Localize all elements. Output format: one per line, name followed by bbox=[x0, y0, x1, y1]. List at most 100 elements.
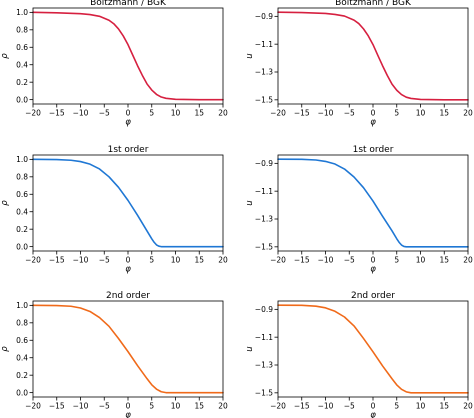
y-tick-label: 0.4 bbox=[16, 207, 28, 216]
x-tick-label: 15 bbox=[194, 109, 204, 118]
y-tick-label: 0.8 bbox=[16, 173, 28, 182]
x-tick-label: −10 bbox=[318, 402, 334, 411]
x-tick-label: 20 bbox=[218, 402, 228, 411]
y-tick-label: −0.9 bbox=[255, 159, 273, 168]
y-tick-label: −1.5 bbox=[255, 96, 273, 105]
y-tick-label: −1.1 bbox=[255, 333, 273, 342]
x-tick-label: −20 bbox=[270, 402, 286, 411]
x-tick-label: 15 bbox=[439, 109, 449, 118]
chart-title: Boltzmann / BGK bbox=[335, 0, 412, 8]
x-tick-label: −15 bbox=[294, 109, 310, 118]
x-tick-label: 0 bbox=[371, 109, 376, 118]
chart-title: 1st order bbox=[353, 145, 394, 155]
y-axis-label: u bbox=[245, 200, 255, 205]
y-tick-label: 0.2 bbox=[16, 371, 28, 380]
series-line bbox=[32, 158, 224, 248]
y-tick-label: 1.0 bbox=[16, 8, 28, 17]
x-axis-label: φ bbox=[125, 118, 131, 128]
x-tick-label: −10 bbox=[318, 256, 334, 265]
x-tick-label: 15 bbox=[439, 402, 449, 411]
y-tick-label: 0.4 bbox=[16, 353, 28, 362]
series-line bbox=[32, 304, 224, 394]
x-axis-label: φ bbox=[370, 411, 376, 418]
y-tick-label: −1.5 bbox=[255, 389, 273, 398]
x-tick-label: −5 bbox=[344, 256, 355, 265]
x-tick-label: −10 bbox=[73, 109, 89, 118]
series-line bbox=[277, 158, 469, 248]
chart-panel: Boltzmann / BGK −20 −15 −10 −5 0 5 10 15 20 −1.5 −1… bbox=[245, 0, 473, 128]
y-axis-label: ρ bbox=[0, 200, 10, 206]
x-tick-label: −5 bbox=[99, 109, 110, 118]
x-tick-label: 20 bbox=[463, 402, 473, 411]
x-tick-label: 20 bbox=[218, 109, 228, 118]
x-tick-label: 0 bbox=[371, 402, 376, 411]
x-tick-label: 20 bbox=[463, 256, 473, 265]
y-tick-label: −1.5 bbox=[255, 243, 273, 252]
y-tick-label: 0.6 bbox=[16, 336, 28, 345]
x-tick-label: 10 bbox=[171, 109, 181, 118]
x-tick-label: 5 bbox=[394, 256, 399, 265]
x-tick-label: 0 bbox=[371, 256, 376, 265]
x-axis-label: φ bbox=[370, 118, 376, 128]
x-tick-label: −5 bbox=[99, 402, 110, 411]
x-tick-label: 5 bbox=[394, 402, 399, 411]
x-tick-label: −15 bbox=[49, 402, 65, 411]
y-tick-label: 0.0 bbox=[16, 388, 28, 397]
x-tick-label: 5 bbox=[149, 402, 154, 411]
x-tick-label: 10 bbox=[171, 256, 181, 265]
y-tick-label: −1.3 bbox=[255, 68, 273, 77]
x-tick-label: −15 bbox=[49, 256, 65, 265]
x-tick-label: 5 bbox=[149, 256, 154, 265]
y-tick-label: 0.6 bbox=[16, 43, 28, 52]
y-tick-label: −1.3 bbox=[255, 215, 273, 224]
x-tick-label: 10 bbox=[416, 402, 426, 411]
x-tick-label: −15 bbox=[294, 402, 310, 411]
y-tick-label: 0.0 bbox=[16, 95, 28, 104]
axes-frame bbox=[32, 7, 224, 105]
x-tick-label: 10 bbox=[416, 109, 426, 118]
y-axis-label: ρ bbox=[0, 346, 10, 352]
y-tick-label: −1.3 bbox=[255, 361, 273, 370]
x-tick-label: −5 bbox=[344, 402, 355, 411]
y-axis-label: ρ bbox=[0, 53, 10, 59]
y-tick-label: 0.2 bbox=[16, 78, 28, 87]
y-tick-label: 0.8 bbox=[16, 26, 28, 35]
chart-title: 2nd order bbox=[351, 291, 395, 301]
chart-title: 1st order bbox=[108, 145, 149, 155]
x-tick-label: −10 bbox=[73, 402, 89, 411]
x-tick-label: 15 bbox=[194, 256, 204, 265]
x-axis-label: φ bbox=[125, 265, 131, 275]
x-tick-label: 15 bbox=[439, 256, 449, 265]
x-tick-label: 0 bbox=[126, 402, 131, 411]
y-tick-label: 0.6 bbox=[16, 190, 28, 199]
axes-frame bbox=[277, 154, 469, 252]
x-tick-label: 5 bbox=[149, 109, 154, 118]
chart-title: 2nd order bbox=[106, 291, 150, 301]
series-line bbox=[277, 11, 469, 101]
y-tick-label: −0.9 bbox=[255, 305, 273, 314]
x-axis-label: φ bbox=[370, 265, 376, 275]
y-tick-label: 1.0 bbox=[16, 155, 28, 164]
y-tick-label: 1.0 bbox=[16, 301, 28, 310]
x-tick-label: 10 bbox=[171, 402, 181, 411]
y-tick-label: 0.4 bbox=[16, 60, 28, 69]
chart-panel: 2nd order −20 −15 −10 −5 0 5 10 15 20 0.0 0.2 0.4 0.6… bbox=[0, 291, 228, 418]
y-tick-label: 0.2 bbox=[16, 225, 28, 234]
y-tick-label: 0.8 bbox=[16, 319, 28, 328]
series-line bbox=[277, 304, 469, 394]
x-tick-label: 0 bbox=[126, 256, 131, 265]
axes-frame bbox=[277, 7, 469, 105]
x-tick-label: −20 bbox=[270, 109, 286, 118]
chart-panel: 2nd order −20 −15 −10 −5 0 5 10 15 20 −1.5 −1.3 −1.1… bbox=[245, 291, 473, 418]
x-tick-label: −20 bbox=[25, 256, 41, 265]
x-tick-label: 20 bbox=[218, 256, 228, 265]
chart-title: Boltzmann / BGK bbox=[90, 0, 167, 8]
x-tick-label: −15 bbox=[294, 256, 310, 265]
x-tick-label: 10 bbox=[416, 256, 426, 265]
x-axis-label: φ bbox=[125, 411, 131, 418]
x-tick-label: −20 bbox=[25, 109, 41, 118]
x-tick-label: −20 bbox=[25, 402, 41, 411]
y-axis-label: u bbox=[245, 53, 255, 58]
chart-panel: 1st order −20 −15 −10 −5 0 5 10 15 20 0.0 0.2 0.4 0.6… bbox=[0, 145, 228, 275]
